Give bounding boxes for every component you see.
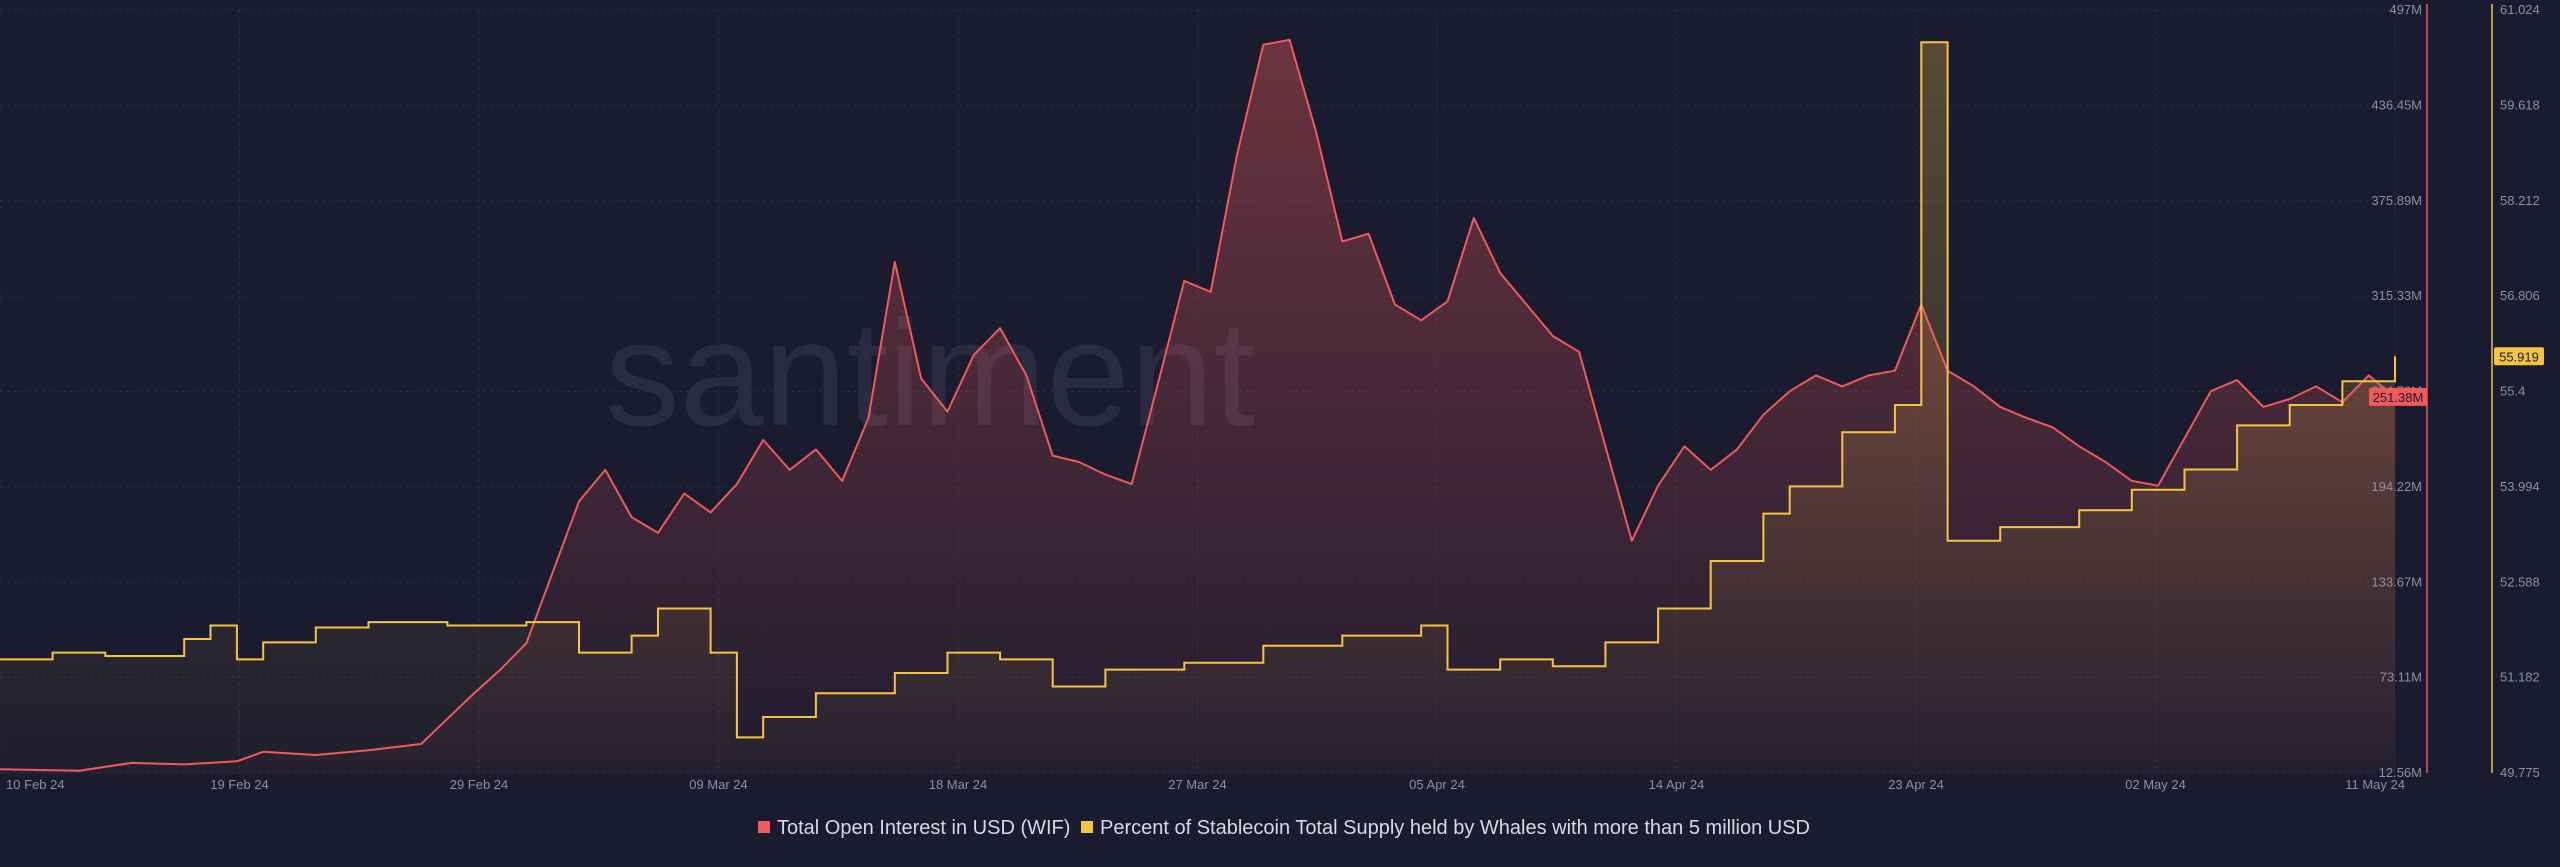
x-axis-tick-label: 05 Apr 24: [1409, 777, 1465, 792]
left-axis-tick-label: 12.56M: [2379, 765, 2422, 780]
right-axis-tick-label: 51.182: [2500, 670, 2540, 685]
legend-swatch: [1081, 821, 1093, 833]
left-axis-tick-label: 497M: [2389, 2, 2422, 17]
open-interest-current-value: 251.38M: [2373, 390, 2424, 405]
right-axis-tick-label: 59.618: [2500, 97, 2540, 112]
legend-label: Total Open Interest in USD (WIF): [777, 817, 1070, 839]
right-axis-tick-label: 56.806: [2500, 288, 2540, 303]
x-axis-tick-label: 14 Apr 24: [1649, 777, 1705, 792]
left-axis-tick-label: 315.33M: [2371, 288, 2422, 303]
x-axis-tick-label: 19 Feb 24: [210, 777, 269, 792]
x-axis-tick-label: 27 Mar 24: [1168, 777, 1227, 792]
x-axis-tick-label: 10 Feb 24: [6, 777, 65, 792]
left-axis-tick-label: 375.89M: [2371, 193, 2422, 208]
legend: Total Open Interest in USD (WIF) Percent …: [758, 817, 1810, 839]
open-interest-current-badge: [2369, 387, 2427, 406]
right-axis-tick-label: 55.4: [2500, 384, 2525, 399]
left-axis-tick-label: 73.11M: [2380, 670, 2422, 685]
right-axis-tick-label: 52.588: [2500, 574, 2540, 589]
right-axis-tick-label: 58.212: [2500, 193, 2540, 208]
left-axis-tick-label: 194.22M: [2371, 479, 2422, 494]
stablecoin-area: [0, 42, 2395, 773]
open-interest-line: [0, 38, 2396, 772]
stablecoin-line: [0, 41, 2396, 739]
series-layer: [0, 38, 2396, 773]
x-axis-tick-label: 02 May 24: [2125, 777, 2186, 792]
x-axis-tick-label: 09 Mar 24: [689, 777, 748, 792]
legend-swatch: [758, 821, 770, 833]
x-axis-tick-label: 29 Feb 24: [450, 777, 509, 792]
right-axis-tick-label: 53.994: [2500, 479, 2540, 494]
left-axis-tick-label: 133.67M: [2371, 574, 2422, 589]
left-axis-tick-label: 436.45M: [2371, 97, 2422, 112]
stablecoin-current-value: 55.919: [2499, 349, 2539, 364]
legend-label: Percent of Stablecoin Total Supply held …: [1100, 817, 1810, 839]
x-axis-tick-label: 11 May 24: [2345, 777, 2405, 792]
x-axis-tick-label: 18 Mar 24: [929, 777, 988, 792]
axes: 497M436.45M375.89M315.33M254.78M194.22M1…: [6, 2, 2544, 792]
right-axis-tick-label: 49.775: [2500, 765, 2540, 780]
x-axis-tick-label: 23 Apr 24: [1888, 777, 1944, 792]
stablecoin-current-badge: [2494, 347, 2544, 366]
right-axis-tick-label: 61.024: [2500, 2, 2540, 17]
